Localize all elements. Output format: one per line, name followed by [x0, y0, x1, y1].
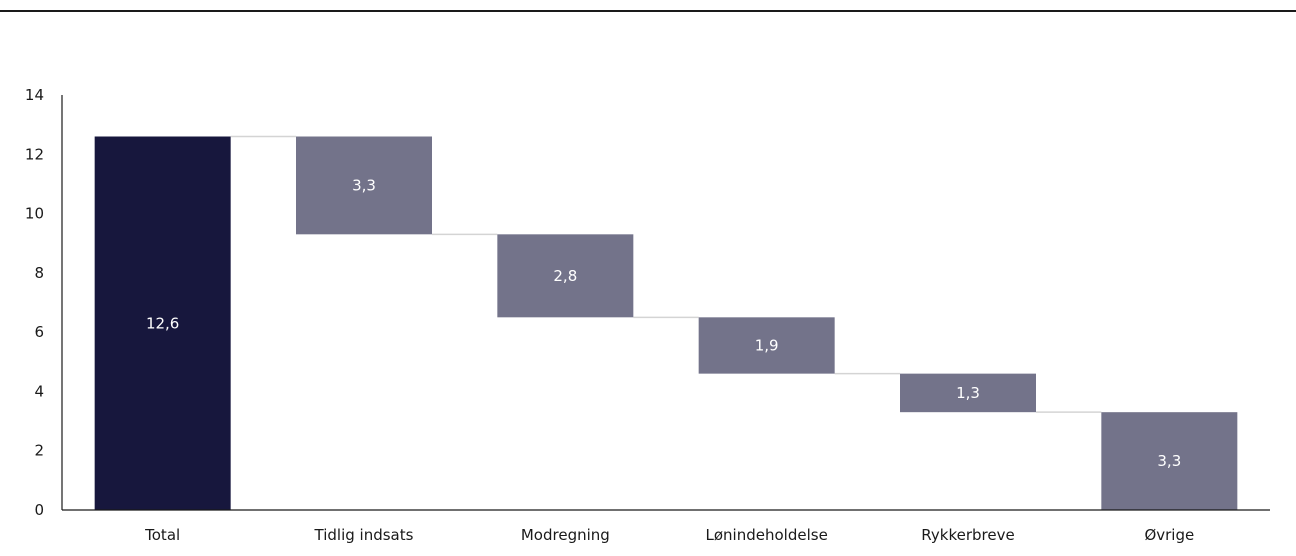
- category-label-0: Total: [144, 526, 180, 544]
- bars: [94, 136, 1238, 510]
- y-tick-label-8: 8: [34, 264, 44, 282]
- y-tick-label-0: 0: [34, 501, 44, 519]
- bar-1: [296, 136, 432, 235]
- bar-2: [497, 234, 634, 318]
- y-tick-label-12: 12: [25, 145, 44, 163]
- y-tick-label-4: 4: [34, 382, 44, 400]
- data-label-3: 1,9: [755, 336, 779, 354]
- top-rule: [0, 10, 1296, 12]
- data-label-1: 3,3: [352, 176, 376, 194]
- y-tick-label-14: 14: [25, 86, 44, 104]
- category-label-4: Rykkerbreve: [921, 526, 1014, 544]
- y-tick-label-2: 2: [34, 442, 44, 460]
- data-label-2: 2,8: [553, 267, 577, 285]
- category-label-5: Øvrige: [1144, 526, 1194, 544]
- bar-4: [900, 373, 1036, 413]
- category-label-2: Modregning: [521, 526, 610, 544]
- y-tick-label-6: 6: [34, 323, 44, 341]
- y-tick-labels: 0 2 4 6 8 10 12 14: [25, 86, 44, 519]
- x-category-labels: Total Tidlig indsats Modregning Lønindehold…: [144, 526, 1194, 544]
- data-label-0: 12,6: [146, 314, 179, 332]
- y-tick-label-10: 10: [25, 205, 44, 223]
- bar-5: [1101, 412, 1238, 510]
- connector-lines: [230, 135, 1102, 413]
- axes: [61, 95, 1270, 511]
- bar-0: [94, 136, 231, 510]
- data-label-4: 1,3: [956, 384, 980, 402]
- data-label-5: 3,3: [1157, 452, 1181, 470]
- data-labels: 12,6 3,3 2,8 1,9 1,3 3,3: [146, 176, 1181, 470]
- category-label-1: Tidlig indsats: [314, 526, 414, 544]
- bar-3: [698, 317, 835, 374]
- category-label-3: Lønindeholdelse: [706, 526, 828, 544]
